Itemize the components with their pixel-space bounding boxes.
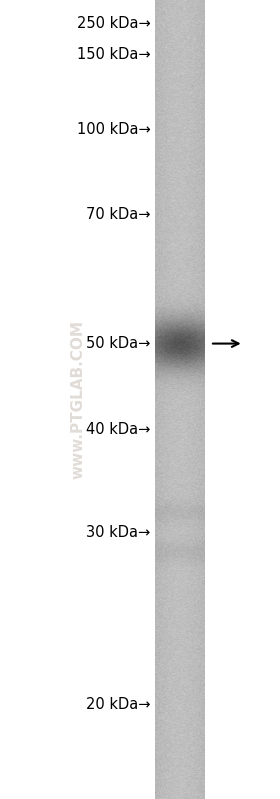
- Text: 100 kDa→: 100 kDa→: [77, 122, 151, 137]
- Text: 150 kDa→: 150 kDa→: [77, 47, 151, 62]
- Text: 70 kDa→: 70 kDa→: [86, 207, 151, 221]
- Text: 30 kDa→: 30 kDa→: [87, 525, 151, 539]
- Text: 250 kDa→: 250 kDa→: [77, 17, 151, 31]
- Text: 40 kDa→: 40 kDa→: [86, 423, 151, 437]
- Text: 50 kDa→: 50 kDa→: [86, 336, 151, 351]
- Text: www.PTGLAB.COM: www.PTGLAB.COM: [71, 320, 86, 479]
- Text: 20 kDa→: 20 kDa→: [86, 698, 151, 712]
